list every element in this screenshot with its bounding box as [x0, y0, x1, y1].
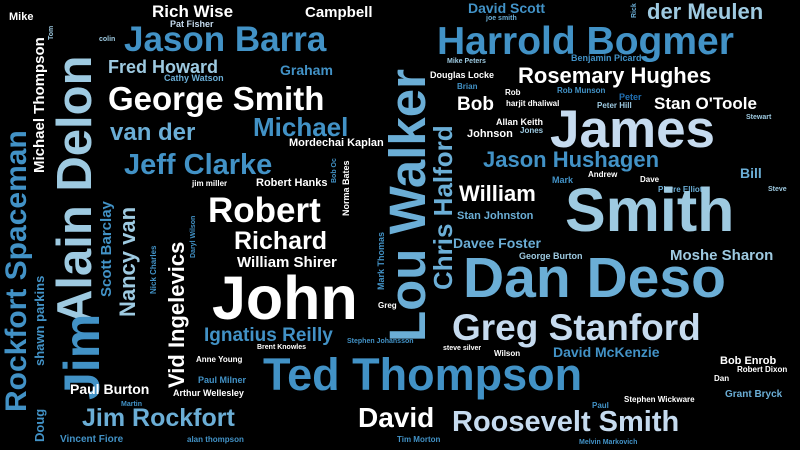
word-stan-otoole: Stan O'Toole	[654, 94, 757, 113]
word-david-mckenzie: David McKenzie	[553, 344, 660, 360]
word-jeff-clarke: Jeff Clarke	[124, 149, 273, 181]
word-moshe-sharon: Moshe Sharon	[670, 247, 774, 264]
word-richard: Richard	[234, 227, 328, 255]
word-allan-keith: Allan Keith	[496, 117, 544, 127]
word-peter: Peter	[619, 92, 642, 102]
word-dan-deso: Dan Deso	[463, 246, 726, 310]
word-brian: Brian	[457, 82, 478, 91]
word-george-smith: George Smith	[108, 80, 325, 117]
word-anne-young: Anne Young	[196, 355, 243, 364]
word-jason-hushagen: Jason Hushagen	[483, 147, 660, 172]
word-rosemary-hughes: Rosemary Hughes	[518, 63, 712, 88]
word-ignatius-reilly: Ignatius Reilly	[204, 325, 333, 346]
word-stan-johnston: Stan Johnston	[457, 210, 534, 222]
word-mike-peters: Mike Peters	[447, 58, 486, 65]
word-rockfort-spaceman: Rockfort Spaceman	[0, 130, 33, 412]
word-pierre-elliot: Pierre Elliot	[658, 185, 703, 194]
word-scott-barclay: Scott Barclay	[98, 201, 115, 297]
word-fred-howard: Fred Howard	[108, 57, 219, 77]
word-mark: Mark	[552, 175, 574, 185]
word-stewart: Stewart	[746, 114, 772, 121]
word-doug: Doug	[32, 408, 47, 442]
word-douglas-locke: Douglas Locke	[430, 70, 495, 80]
word-george-burton: George Burton	[519, 251, 583, 261]
word-dave: Dave	[640, 175, 660, 184]
word-harrold-bogmer: Harrold Bogmer	[437, 20, 734, 63]
word-jones: Jones	[520, 126, 544, 135]
word-graham: Graham	[280, 62, 333, 78]
word-colin: colin	[99, 36, 116, 43]
word-jim-rockfort: Jim Rockfort	[82, 404, 235, 432]
word-norma-bates: Norma Bates	[341, 160, 351, 216]
word-smith: Smith	[565, 176, 735, 244]
word-harjit-dhaliwal: harjit dhaliwal	[506, 99, 560, 108]
word-nick-charles: Nick Charles	[149, 245, 158, 294]
word-ted-thompson: Ted Thompson	[263, 349, 583, 400]
word-mordechai-kaplan: Mordechai Kaplan	[289, 137, 384, 149]
word-david: David	[358, 402, 435, 433]
word-rick: Rick	[631, 3, 638, 18]
word-james: James	[550, 100, 716, 159]
word-steve-silver: steve silver	[443, 345, 482, 352]
word-greg: Greg	[378, 301, 397, 310]
word-campbell: Campbell	[305, 4, 373, 21]
word-paul: Paul	[592, 401, 609, 410]
word-steve: Steve	[768, 186, 787, 193]
word-michael-thompson: Michael Thompson	[31, 37, 48, 173]
word-chris-halford: Chris Halford	[428, 125, 458, 290]
word-rob-munson: Rob Munson	[557, 86, 606, 95]
word-jim-miller: jim miller	[192, 179, 228, 188]
word-paul-burton: Paul Burton	[70, 381, 150, 397]
word-arthur-wellesley: Arthur Wellesley	[173, 388, 244, 398]
word-johnson: Johnson	[467, 128, 513, 140]
word-wilson: Wilson	[494, 349, 521, 358]
word-alain-delon: Alain Delon	[48, 55, 102, 325]
word-nancy-van: Nancy van	[115, 206, 140, 317]
word-daryl-wilson: Daryl Wilson	[190, 215, 197, 258]
word-andrew: Andrew	[588, 170, 618, 179]
word-brent-knowles: Brent Knowles	[257, 344, 307, 351]
word-martin: Martin	[121, 401, 142, 408]
word-michael: Michael	[253, 112, 349, 142]
word-shawn-parkins: shawn parkins	[32, 275, 47, 366]
word-melvin-markovich: Melvin Markovich	[579, 439, 638, 446]
word-tim-morton: Tim Morton	[397, 435, 441, 444]
word-benjamin-picard: Benjamin Picard	[571, 53, 642, 63]
word-alan-thompson: alan thompson	[187, 435, 244, 444]
word-pat-fisher: Pat Fisher	[170, 19, 214, 29]
word-bob: Bob	[457, 94, 494, 115]
word-greg-stanford: Greg Stanford	[452, 307, 701, 348]
word-tom: Tom	[48, 25, 55, 40]
word-grant-bryck: Grant Bryck	[725, 389, 783, 400]
word-robert: Robert	[208, 191, 321, 230]
word-robert-dixon: Robert Dixon	[737, 365, 788, 374]
word-jason-barra: Jason Barra	[124, 20, 327, 59]
word-der-meulen: der Meulen	[647, 0, 764, 24]
word-rich-wise: Rich Wise	[152, 2, 234, 21]
word-stephen-wickware: Stephen Wickware	[624, 395, 695, 404]
word-vincent-fiore: Vincent Fiore	[60, 434, 124, 445]
word-stephen-johansson: Stephen Johansson	[347, 338, 414, 345]
word-joe-smith: joe smith	[486, 15, 517, 22]
word-david-scott: David Scott	[468, 0, 546, 16]
word-mark-thomas: Mark Thomas	[376, 231, 386, 290]
word-dan: Dan	[714, 374, 730, 383]
word-bill: Bill	[740, 165, 762, 181]
word-vid-ingelevics: Vid Ingelevics	[164, 241, 189, 388]
word-william-shirer: William Shirer	[237, 254, 337, 271]
word-john: John	[212, 264, 358, 332]
word-roosevelt-smith: Roosevelt Smith	[452, 406, 680, 438]
word-robert-hanks: Robert Hanks	[256, 177, 328, 189]
word-mike: Mike	[9, 11, 34, 23]
word-bob-oc: Bob Oc	[331, 158, 338, 183]
word-paul-milner: Paul Milner	[198, 375, 247, 385]
word-bob-enrob: Bob Enrob	[720, 355, 777, 367]
word-van-der: van der	[110, 119, 196, 146]
word-peter-hill: Peter Hill	[597, 101, 632, 110]
word-davee-foster: Davee Foster	[453, 235, 541, 251]
word-cathy-watson: Cathy Watson	[164, 73, 224, 83]
word-william: William	[459, 181, 536, 206]
word-rob: Rob	[505, 88, 521, 97]
